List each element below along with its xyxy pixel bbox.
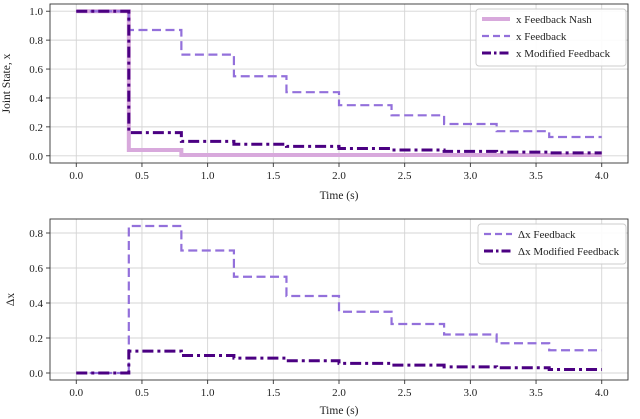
x-tick-label: 0.0 [69, 170, 83, 182]
y-tick-label: 0.2 [29, 333, 43, 345]
legend-label: Δx Modified Feedback [518, 246, 620, 258]
y-tick-label: 1.0 [29, 6, 43, 18]
x-tick-label: 2.0 [332, 170, 346, 182]
x-tick-label: 0.5 [135, 170, 149, 182]
y-tick-label: 0.2 [29, 122, 43, 134]
x-axis-label: Time (s) [320, 190, 359, 202]
y-tick-label: 0.4 [29, 93, 43, 105]
x-tick-label: 0.0 [69, 387, 83, 399]
x-tick-label: 3.5 [529, 170, 543, 182]
y-tick-label: 0.4 [29, 298, 43, 310]
x-axis-label: Time (s) [320, 405, 359, 417]
y-tick-label: 0.8 [29, 228, 43, 240]
x-tick-label: 1.0 [201, 170, 215, 182]
x-tick-label: 4.0 [595, 170, 609, 182]
x-tick-label: 1.5 [266, 170, 280, 182]
x-tick-label: 2.5 [398, 170, 412, 182]
series-line-2 [76, 349, 602, 375]
legend-label: Δx Feedback [518, 229, 576, 241]
legend-label: x Feedback [516, 31, 567, 43]
chart-panel-1: 0.0 0.5 1.0 1.5 2.0 2.5 3.0 3.5 4.0 0.0 0.2 0.4 0.6 0… [1, 3, 629, 202]
legend-label: x Feedback Nash [516, 14, 592, 26]
x-tick-label: 1.5 [266, 387, 280, 399]
x-tick-label: 1.0 [201, 387, 215, 399]
y-axis-label: Joint State, x [1, 53, 13, 113]
legend: Δx Feedback Δx Modified Feedback [477, 223, 627, 265]
x-tick-label: 3.5 [529, 387, 543, 399]
x-tick-label: 4.0 [595, 387, 609, 399]
series-line-2 [76, 10, 602, 139]
y-axis-label: Δx [5, 293, 17, 306]
x-tick-label: 3.0 [463, 170, 477, 182]
y-tick-label: 0.0 [29, 151, 43, 163]
legend-box [475, 8, 627, 67]
y-tick-label: 0.6 [29, 263, 43, 275]
legend-box [477, 223, 627, 265]
y-tick-label: 0.6 [29, 64, 43, 76]
x-tick-label: 0.5 [135, 387, 149, 399]
y-tick-label: 0.0 [29, 368, 43, 380]
chart-panel-2: 0.0 0.5 1.0 1.5 2.0 2.5 3.0 3.5 4.0 0.0 0.2 0.4 0.6 0… [5, 218, 629, 417]
series-line-1 [76, 224, 602, 375]
x-tick-label: 2.5 [398, 387, 412, 399]
legend-label: x Modified Feedback [516, 48, 611, 60]
x-tick-label: 3.0 [463, 387, 477, 399]
legend: x Feedback Nash x Feedback x Modified Feed… [475, 8, 627, 67]
series-line-3 [76, 9, 602, 155]
y-tick-label: 0.8 [29, 35, 43, 47]
x-tick-label: 2.0 [332, 387, 346, 399]
